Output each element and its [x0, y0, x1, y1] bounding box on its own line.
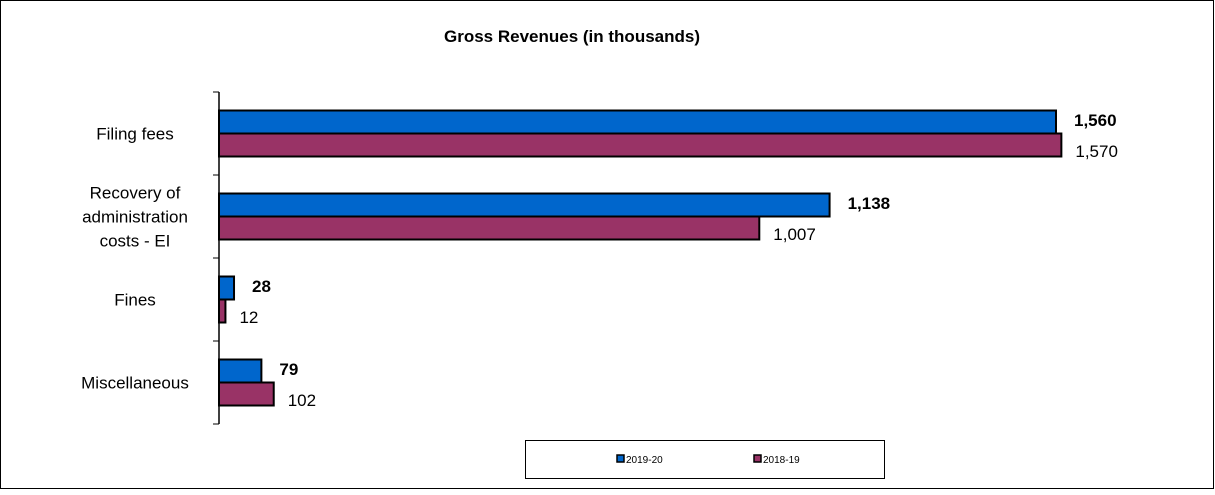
- category-label-line: administration: [82, 208, 188, 227]
- bar-2018-19: [218, 132, 1063, 158]
- data-label: 28: [252, 277, 271, 296]
- category-label: Filing fees: [96, 125, 173, 144]
- bar-2019-20: [218, 358, 263, 384]
- legend-swatch: [616, 454, 625, 463]
- bar-2018-19: [218, 215, 761, 241]
- category-label-line: Filing fees: [96, 125, 173, 144]
- data-label: 12: [239, 308, 258, 327]
- category-label-line: Recovery of: [90, 184, 181, 203]
- category-label: Fines: [114, 291, 156, 310]
- bar-2019-20: [218, 192, 831, 218]
- data-label: 1,570: [1075, 142, 1118, 161]
- category-label-line: Miscellaneous: [81, 374, 189, 393]
- data-label: 79: [279, 360, 298, 379]
- bar-2019-20: [218, 275, 236, 301]
- category-label-line: Fines: [114, 291, 156, 310]
- legend: [525, 440, 885, 479]
- legend-swatch: [753, 454, 762, 463]
- data-label: 1,007: [773, 225, 816, 244]
- data-label: 1,560: [1074, 111, 1117, 130]
- category-label: Miscellaneous: [81, 374, 189, 393]
- data-label: 1,138: [848, 194, 891, 213]
- bar-2018-19: [218, 381, 275, 407]
- legend-label: 2018-19: [763, 455, 800, 466]
- bar-2018-19: [218, 298, 227, 324]
- data-label: 102: [288, 391, 316, 410]
- category-label-line: costs - EI: [100, 232, 171, 251]
- bar-2019-20: [218, 109, 1057, 135]
- category-label: Recovery of administration costs - EI: [82, 184, 188, 251]
- legend-label: 2019-20: [626, 455, 663, 466]
- chart-title: Gross Revenues (in thousands): [444, 27, 700, 46]
